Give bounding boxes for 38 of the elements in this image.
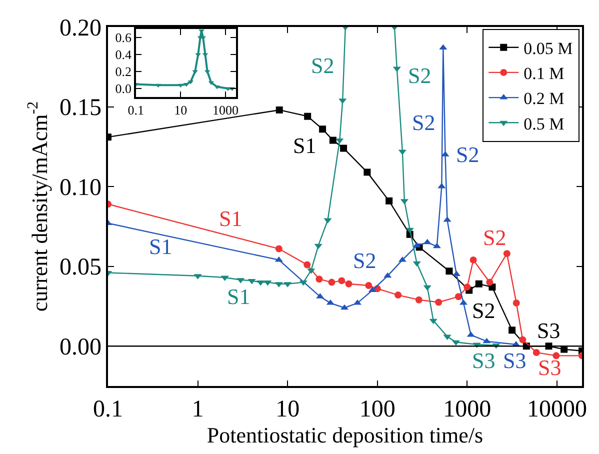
- annotation: S1: [227, 284, 250, 309]
- x-tick-label: 0.1: [93, 396, 123, 423]
- annotation: S3: [537, 318, 560, 343]
- x-tick-label: 10000: [526, 396, 587, 423]
- annotation: S2: [472, 298, 496, 323]
- y-tick-label: 0.6: [115, 30, 132, 46]
- x-tick-label: 1: [192, 396, 204, 423]
- y-tick-label: 0.10: [59, 174, 102, 201]
- legend-label: 0.05 M: [524, 38, 573, 58]
- x-axis-title: Potentiostatic deposition time/s: [206, 422, 484, 448]
- annotation: S2: [456, 142, 480, 167]
- y-tick-label: 0.0: [115, 81, 132, 96]
- annotation: S1: [149, 234, 172, 259]
- x-tick-label: 10: [276, 396, 300, 423]
- x-tick-label: 1000: [212, 102, 238, 118]
- y-tick-label: 0.00: [59, 334, 102, 361]
- y-tick-label: 0.4: [115, 47, 132, 62]
- annotation: S3: [503, 348, 526, 373]
- x-tick-label: 10: [174, 102, 188, 118]
- x-tick-label: 0.1: [128, 102, 144, 118]
- y-tick-label: 0.2: [115, 64, 132, 80]
- y-tick-label: 0.15: [59, 95, 102, 122]
- y-tick-label: 0.05: [59, 254, 102, 281]
- annotation: S2: [408, 63, 432, 88]
- annotation: S2: [412, 110, 436, 135]
- legend-label: 0.5 M: [524, 114, 564, 134]
- x-tick-label: 100: [359, 396, 396, 423]
- annotation: S1: [293, 133, 316, 158]
- x-tick-label: 1000: [443, 396, 492, 423]
- annotation: S1: [219, 206, 242, 231]
- annotation: S2: [311, 53, 334, 78]
- annotation: S2: [483, 225, 506, 250]
- annotation: S3: [538, 355, 562, 380]
- annotation: S3: [472, 348, 496, 373]
- y-tick-label: 0.20: [59, 15, 102, 42]
- legend-label: 0.2 M: [524, 89, 564, 108]
- annotation: S2: [353, 248, 376, 273]
- legend-label: 0.1 M: [524, 64, 564, 84]
